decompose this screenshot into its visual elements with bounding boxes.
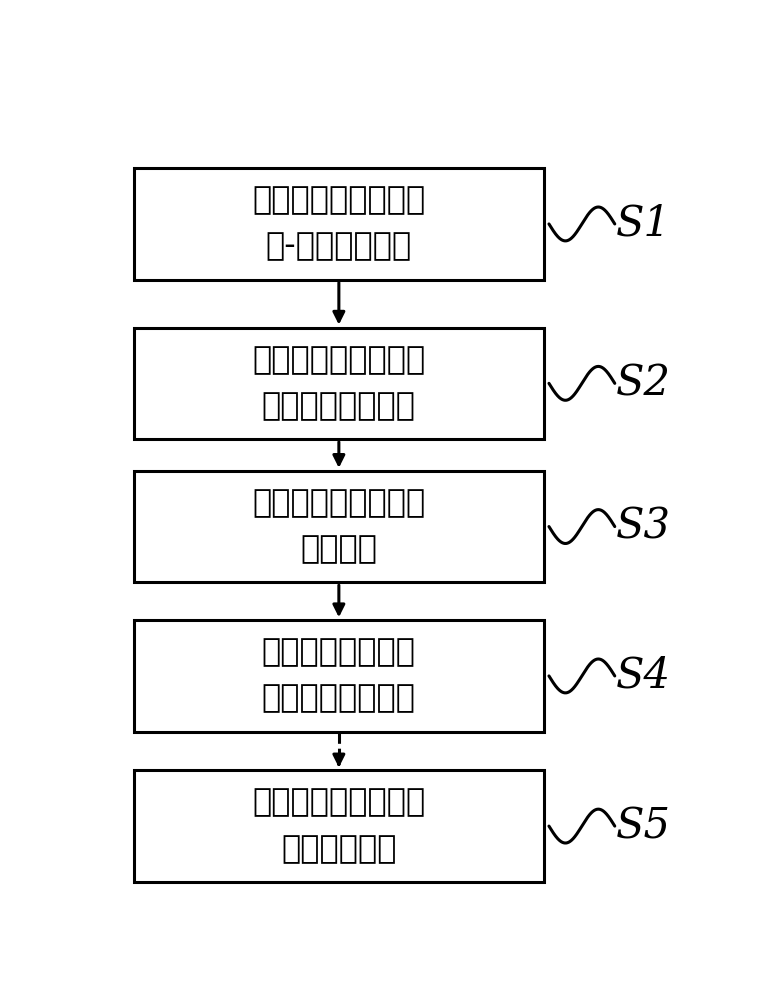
Text: S4: S4 — [616, 655, 671, 697]
Bar — [134, 620, 544, 732]
Bar — [134, 770, 544, 882]
Text: 引入线性弹簧形成纤: 引入线性弹簧形成纤 — [252, 185, 425, 216]
Text: 赋予复合地连墙模型: 赋予复合地连墙模型 — [252, 488, 425, 519]
Text: S5: S5 — [616, 805, 671, 847]
Text: 材料参数: 材料参数 — [301, 534, 377, 565]
Text: 单轴荷载数值试验: 单轴荷载数值试验 — [262, 637, 416, 668]
Text: 处理数据获取模型的: 处理数据获取模型的 — [252, 787, 425, 818]
Bar — [134, 471, 544, 582]
Text: 建立钉筋混凝土复合: 建立钉筋混凝土复合 — [252, 345, 425, 376]
Bar — [134, 328, 544, 439]
Text: 地连墙的数值模型: 地连墙的数值模型 — [262, 391, 416, 422]
Text: 等效弹性模量: 等效弹性模量 — [281, 834, 397, 865]
Bar — [134, 168, 544, 280]
Text: S3: S3 — [616, 506, 671, 548]
Text: S2: S2 — [616, 362, 671, 404]
Text: 维-离散弹簧模型: 维-离散弹簧模型 — [266, 232, 412, 263]
Text: 获取应力应变曲线: 获取应力应变曲线 — [262, 684, 416, 715]
Text: S1: S1 — [616, 203, 671, 245]
